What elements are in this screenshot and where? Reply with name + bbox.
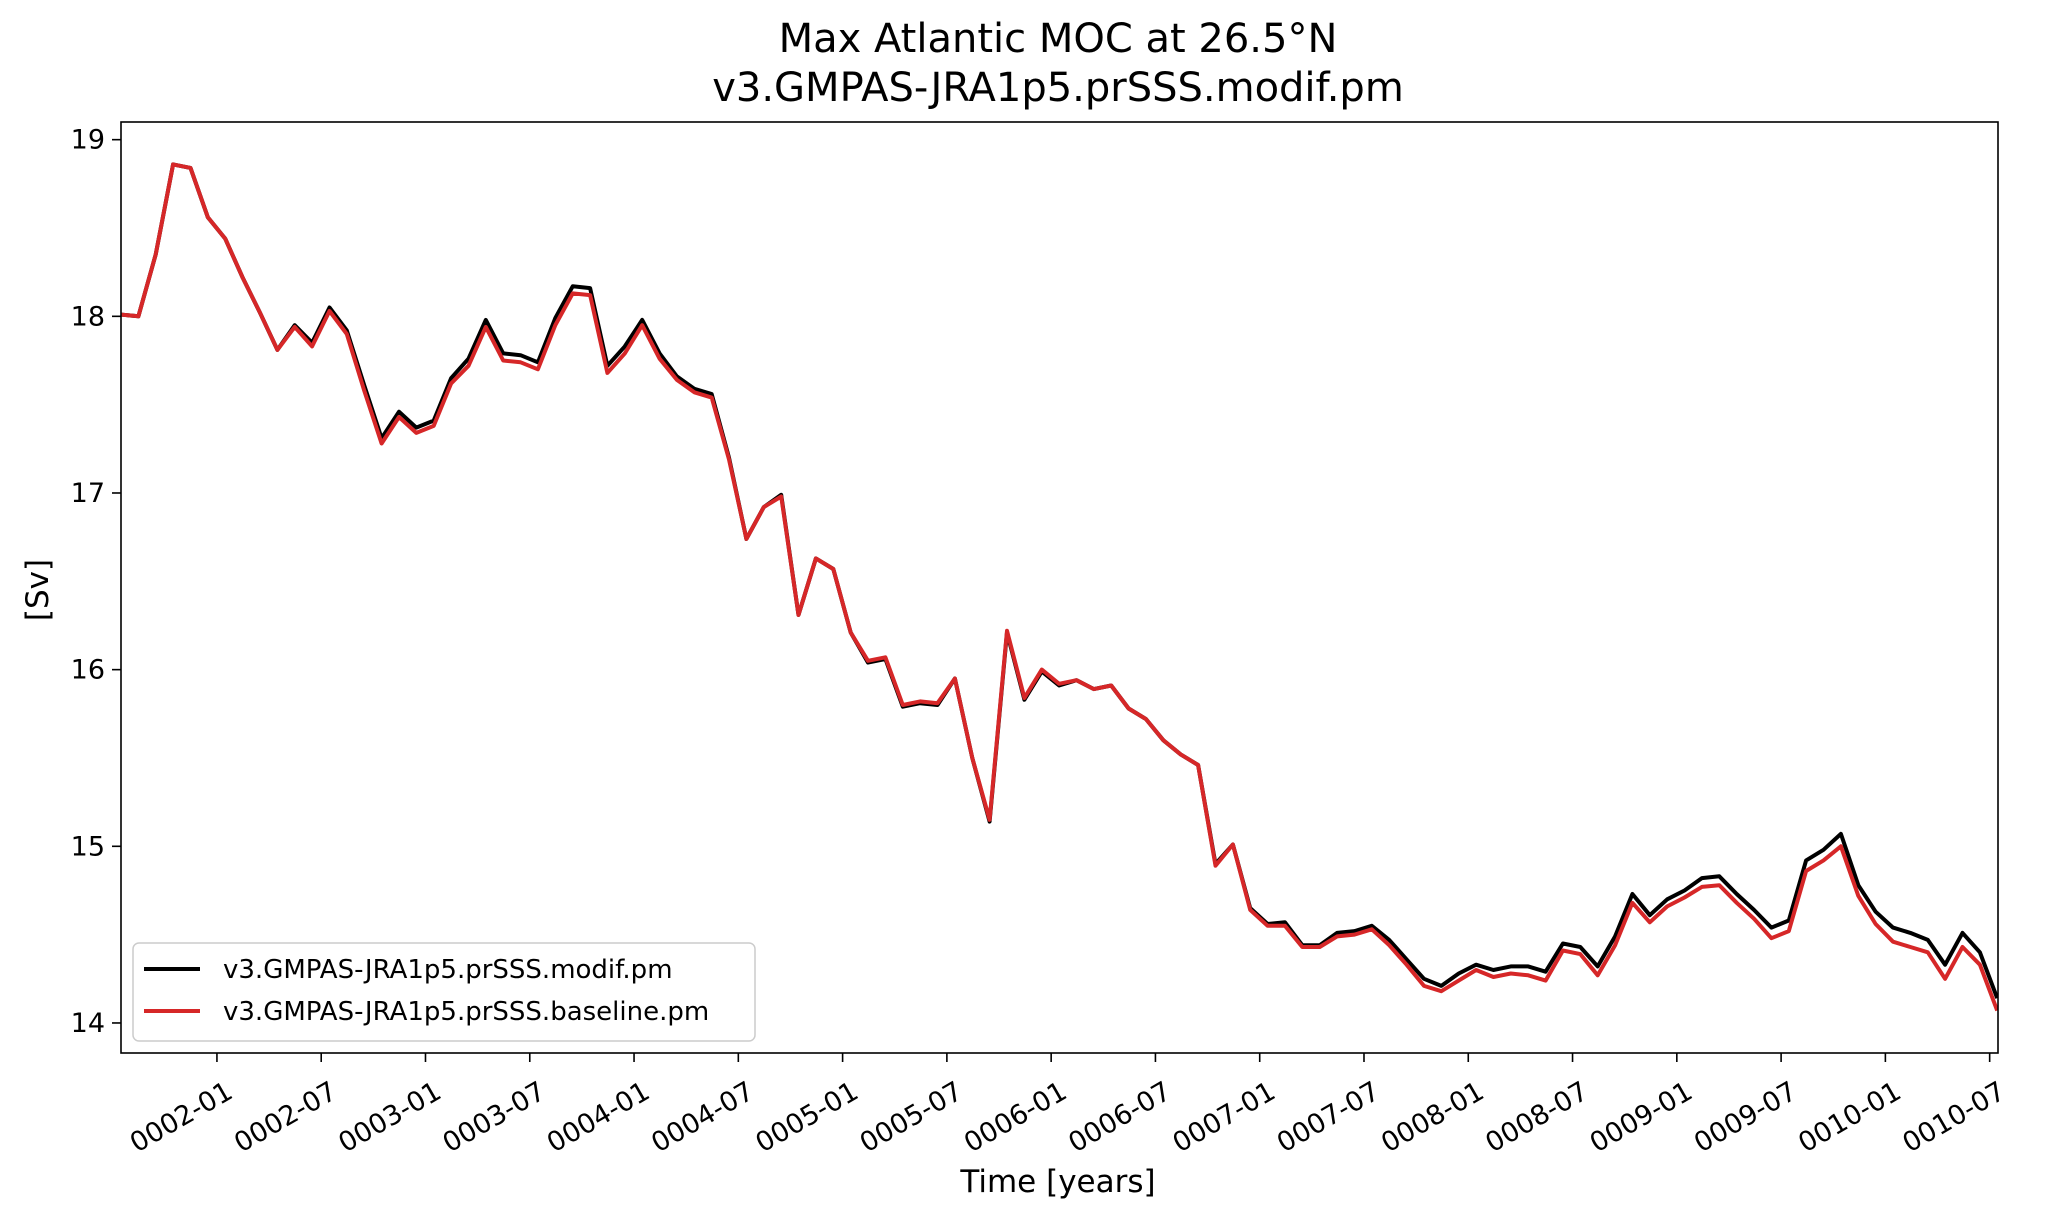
y-axis-label: [Sv] xyxy=(20,559,56,621)
y-axis-ticks: 14 15 16 17 18 19 xyxy=(71,125,121,1039)
series-line-baseline xyxy=(121,162,1998,1012)
y-tick-label: 15 xyxy=(71,831,105,862)
series-layer xyxy=(121,162,1998,1012)
y-tick-label: 17 xyxy=(71,478,105,509)
legend-label-modif: v3.GMPAS-JRA1p5.prSSS.modif.pm xyxy=(223,955,673,985)
x-axis-label: Time [years] xyxy=(959,1164,1155,1200)
y-tick-label: 16 xyxy=(71,655,105,686)
chart-subtitle: v3.GMPAS-JRA1p5.prSSS.modif.pm xyxy=(712,65,1404,111)
legend: v3.GMPAS-JRA1p5.prSSS.modif.pm v3.GMPAS-… xyxy=(132,942,756,1042)
y-tick-label: 19 xyxy=(71,125,105,156)
y-tick-label: 14 xyxy=(71,1008,105,1039)
legend-box xyxy=(132,942,756,1042)
plot-frame xyxy=(120,121,1999,1054)
y-tick-label: 18 xyxy=(71,301,105,332)
chart-title: Max Atlantic MOC at 26.5°N xyxy=(779,16,1338,62)
legend-label-baseline: v3.GMPAS-JRA1p5.prSSS.baseline.pm xyxy=(223,997,709,1027)
